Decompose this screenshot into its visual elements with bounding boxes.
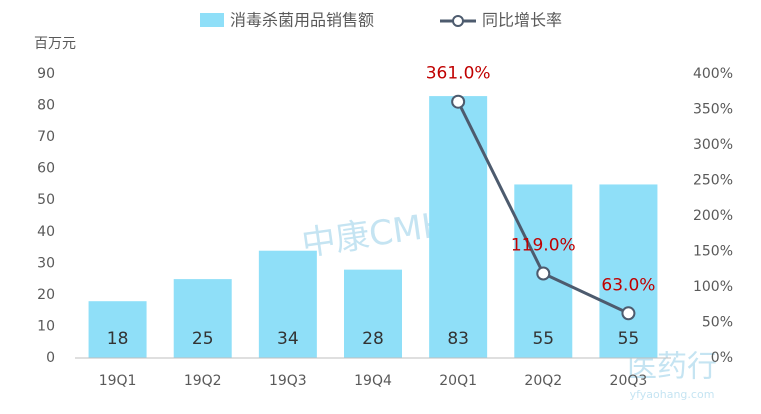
bar [599,184,658,358]
x-tick-label: 19Q3 [269,373,307,389]
bar [173,279,232,358]
bar-value-label: 28 [362,329,384,349]
y-tick-label: 30 [37,255,55,271]
y2-tick-label: 350% [693,102,733,118]
x-tick-label: 19Q1 [99,373,137,389]
line-marker [621,306,636,321]
legend-label: 消毒杀菌用品销售额 [230,11,374,30]
x-tick-label: 19Q2 [184,373,222,389]
y2-tick-label: 50% [702,315,733,331]
line-value-label: 361.0% [426,64,491,84]
y-tick-label: 70 [37,129,55,145]
y2-tick-label: 300% [693,137,733,153]
y2-tick-label: 150% [693,244,733,260]
y2-tick-label: 0% [711,350,733,366]
y-tick-label: 50 [37,192,55,208]
y-tick-label: 90 [37,66,55,82]
legend-label: 同比增长率 [482,11,562,30]
bar-value-label: 18 [107,329,129,349]
y2-tick-label: 400% [693,66,733,82]
legend-marker [452,15,464,27]
bar [258,250,317,358]
bar [88,301,147,358]
bar [429,96,488,358]
bar-value-label: 55 [618,329,640,349]
line-value-label: 119.0% [511,236,576,256]
line-value-label: 63.0% [601,275,655,295]
legend-swatch [200,13,224,27]
x-tick-label: 20Q2 [524,373,562,389]
y-tick-label: 10 [37,318,55,334]
y-tick-label: 80 [37,98,55,114]
y2-tick-label: 100% [693,279,733,295]
bar [344,269,402,358]
bar-value-label: 55 [532,329,554,349]
y2-tick-label: 200% [693,208,733,224]
x-tick-label: 20Q1 [439,373,477,389]
y-tick-label: 0 [46,350,55,366]
bar-value-label: 25 [192,329,214,349]
x-tick-label: 19Q4 [354,373,392,389]
watermark: yfyaohang.com [630,388,715,401]
y-tick-label: 40 [37,224,55,240]
y-tick-label: 20 [37,287,55,303]
y2-tick-label: 250% [693,173,733,189]
y-tick-label: 60 [37,161,55,177]
x-tick-label: 20Q3 [610,373,648,389]
bar-value-label: 34 [277,329,299,349]
y-axis-label: 百万元 [34,36,76,52]
bar-value-label: 83 [447,329,469,349]
line-marker [451,94,466,109]
line-marker [536,266,551,281]
watermark: 中康CMH [299,204,450,264]
